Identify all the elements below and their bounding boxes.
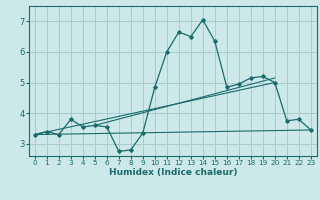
X-axis label: Humidex (Indice chaleur): Humidex (Indice chaleur) xyxy=(108,168,237,177)
